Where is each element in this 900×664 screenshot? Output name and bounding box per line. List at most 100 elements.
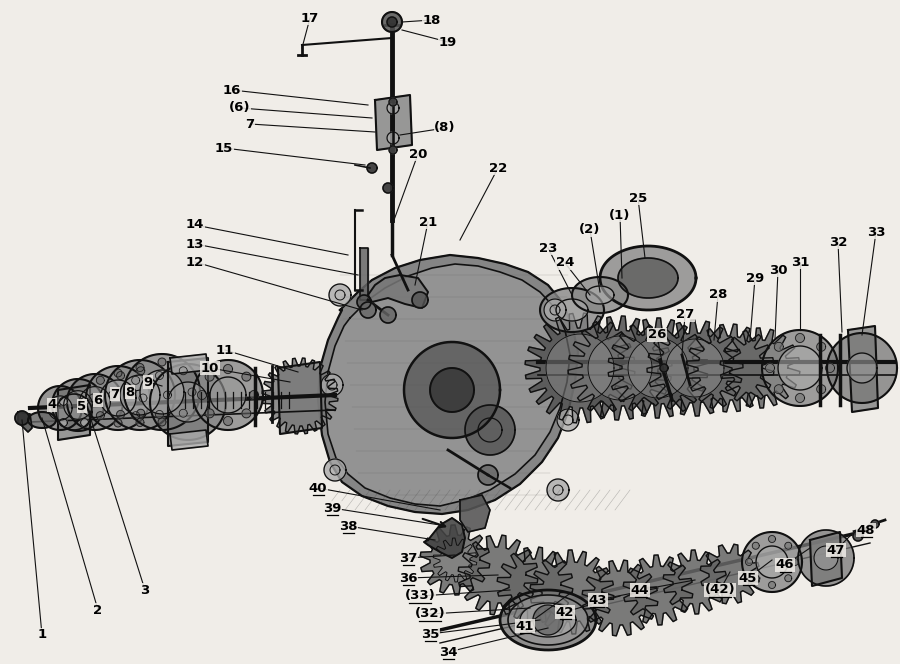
Polygon shape xyxy=(586,286,614,304)
Polygon shape xyxy=(79,386,111,418)
Polygon shape xyxy=(382,12,402,32)
Polygon shape xyxy=(100,380,136,416)
Polygon shape xyxy=(791,558,798,566)
Text: 2: 2 xyxy=(94,604,103,616)
Polygon shape xyxy=(389,98,397,106)
Polygon shape xyxy=(367,163,377,173)
Polygon shape xyxy=(686,324,774,412)
Polygon shape xyxy=(458,535,538,615)
Polygon shape xyxy=(778,346,822,390)
Polygon shape xyxy=(816,384,825,394)
Polygon shape xyxy=(120,375,160,415)
Polygon shape xyxy=(15,411,29,425)
Polygon shape xyxy=(785,575,792,582)
Text: 31: 31 xyxy=(791,256,809,268)
Text: 18: 18 xyxy=(423,13,441,27)
Polygon shape xyxy=(168,382,208,422)
Polygon shape xyxy=(360,302,376,318)
Polygon shape xyxy=(387,17,397,27)
Polygon shape xyxy=(796,333,805,343)
Text: 19: 19 xyxy=(439,35,457,48)
Text: 1: 1 xyxy=(38,629,47,641)
Text: 21: 21 xyxy=(418,216,437,228)
Polygon shape xyxy=(59,418,68,426)
Text: 44: 44 xyxy=(631,584,649,596)
Polygon shape xyxy=(525,313,634,423)
Text: 17: 17 xyxy=(301,11,320,25)
Polygon shape xyxy=(81,397,88,406)
Polygon shape xyxy=(114,419,122,427)
Text: 26: 26 xyxy=(648,329,666,341)
Polygon shape xyxy=(329,284,351,306)
Text: 6: 6 xyxy=(94,394,103,406)
Polygon shape xyxy=(205,372,214,381)
Polygon shape xyxy=(389,146,397,154)
Polygon shape xyxy=(497,547,572,623)
Polygon shape xyxy=(375,95,412,150)
Text: (2): (2) xyxy=(580,224,600,236)
Text: 47: 47 xyxy=(827,544,845,556)
Polygon shape xyxy=(168,358,208,446)
Polygon shape xyxy=(433,538,477,582)
Polygon shape xyxy=(28,412,56,428)
Polygon shape xyxy=(618,258,678,298)
Text: 20: 20 xyxy=(409,147,428,161)
Polygon shape xyxy=(500,590,596,650)
Polygon shape xyxy=(136,363,144,371)
Polygon shape xyxy=(38,386,82,430)
Polygon shape xyxy=(785,542,792,549)
Polygon shape xyxy=(137,367,145,374)
Polygon shape xyxy=(321,374,343,396)
Polygon shape xyxy=(170,354,208,374)
Polygon shape xyxy=(816,342,825,351)
Polygon shape xyxy=(588,336,652,400)
Text: 33: 33 xyxy=(867,226,886,238)
Polygon shape xyxy=(420,525,490,595)
Polygon shape xyxy=(700,544,760,604)
Polygon shape xyxy=(533,605,563,635)
Polygon shape xyxy=(556,299,588,321)
Polygon shape xyxy=(546,334,614,402)
Polygon shape xyxy=(158,418,166,426)
Text: 29: 29 xyxy=(746,272,764,284)
Polygon shape xyxy=(140,370,184,414)
Text: 9: 9 xyxy=(143,376,153,388)
Text: (32): (32) xyxy=(415,608,446,620)
Text: (33): (33) xyxy=(405,590,436,602)
Text: 13: 13 xyxy=(185,238,204,250)
Text: 12: 12 xyxy=(186,256,204,268)
Polygon shape xyxy=(827,333,897,403)
Polygon shape xyxy=(628,338,688,398)
Text: 46: 46 xyxy=(776,558,794,572)
Text: 23: 23 xyxy=(539,242,557,254)
Polygon shape xyxy=(58,385,90,440)
Polygon shape xyxy=(131,376,140,384)
Polygon shape xyxy=(540,288,604,332)
Polygon shape xyxy=(368,275,428,308)
Polygon shape xyxy=(179,367,187,374)
Polygon shape xyxy=(520,603,576,637)
Polygon shape xyxy=(242,372,251,381)
Polygon shape xyxy=(318,255,578,514)
Polygon shape xyxy=(278,362,322,434)
Text: 7: 7 xyxy=(246,118,255,131)
Polygon shape xyxy=(188,388,196,396)
Polygon shape xyxy=(81,418,88,426)
Polygon shape xyxy=(465,405,515,455)
Polygon shape xyxy=(64,390,93,419)
Text: 24: 24 xyxy=(556,256,574,270)
Text: 15: 15 xyxy=(215,141,233,155)
Polygon shape xyxy=(197,390,206,400)
Polygon shape xyxy=(430,368,474,412)
Polygon shape xyxy=(223,365,232,373)
Text: (6): (6) xyxy=(230,102,251,114)
Polygon shape xyxy=(59,397,68,406)
Polygon shape xyxy=(89,394,97,402)
Polygon shape xyxy=(48,396,72,420)
Polygon shape xyxy=(387,102,399,114)
Polygon shape xyxy=(360,248,368,300)
Text: 11: 11 xyxy=(216,343,234,357)
Text: 34: 34 xyxy=(439,645,457,659)
Polygon shape xyxy=(249,390,258,400)
Polygon shape xyxy=(158,358,166,366)
